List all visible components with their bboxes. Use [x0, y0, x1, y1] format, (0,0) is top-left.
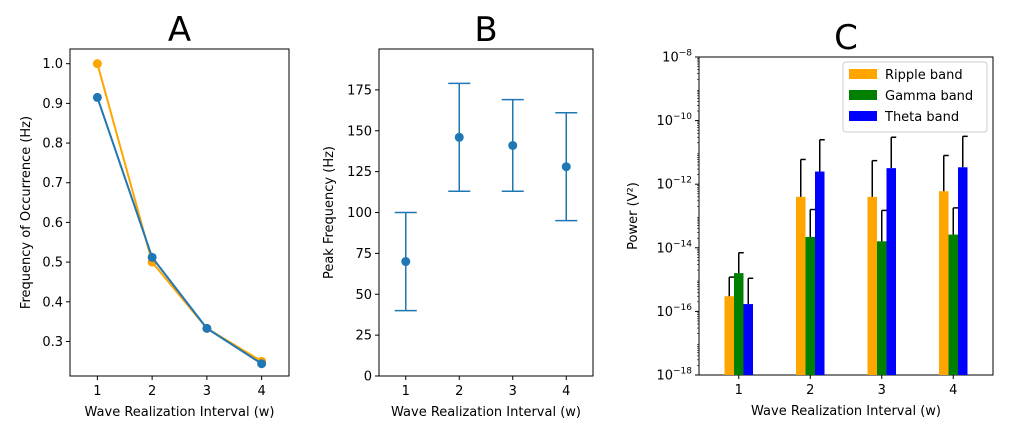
bar-gamma-band	[948, 234, 958, 375]
chart-2: C Wave Realization Interval (w) Power (V²)…	[626, 18, 994, 419]
series-line-0	[96, 63, 263, 363]
y-tick-label: 50	[355, 288, 372, 303]
y-tick-label: 10−12	[656, 176, 692, 193]
y-tick-label: 10−18	[656, 367, 692, 384]
series-line-1	[96, 97, 263, 365]
x-tick-label: 4	[949, 383, 957, 398]
y-tick-label: 100	[347, 206, 372, 221]
y-tick-label: 10−8	[662, 49, 692, 66]
bar-ripple-band	[939, 191, 949, 375]
y-tick-label: 1.0	[42, 57, 63, 72]
plot-frame	[69, 48, 290, 377]
chart-title: B	[474, 10, 497, 50]
plot-frame	[698, 56, 994, 376]
bar-theta-band	[958, 167, 968, 375]
y-tick-label: 0.3	[42, 335, 63, 350]
chart-1: B Wave Realization Interval (w) Peak Frequ…	[322, 10, 594, 420]
x-axis-label: Wave Realization Interval (w)	[391, 405, 581, 420]
x-tick-label: 4	[257, 384, 265, 399]
y-tick-label: 125	[347, 165, 372, 180]
bar-gamma-band	[805, 236, 815, 375]
data-point	[561, 162, 571, 172]
legend-swatch	[849, 111, 877, 121]
data-point	[147, 252, 157, 262]
x-tick-label: 2	[148, 384, 156, 399]
y-tick-label: 150	[347, 124, 372, 139]
legend-label: Gamma band	[885, 89, 973, 104]
bar-theta-band	[743, 304, 753, 375]
y-tick-label: 0.8	[42, 137, 63, 152]
legend-frame	[842, 61, 988, 133]
y-tick-label: 75	[355, 247, 372, 262]
data-point	[202, 323, 212, 333]
data-point	[508, 140, 518, 150]
chart-title: A	[168, 10, 191, 50]
legend: Ripple band Gamma band Theta band	[842, 61, 988, 133]
x-tick-label: 2	[806, 383, 814, 398]
x-tick-label: 4	[562, 384, 570, 399]
legend-swatch	[849, 69, 877, 79]
x-axis-label: Wave Realization Interval (w)	[751, 404, 941, 419]
y-tick-label: 0.7	[42, 176, 63, 191]
x-tick-label: 1	[735, 383, 743, 398]
legend-label: Theta band	[884, 110, 959, 125]
legend-label: Ripple band	[885, 68, 963, 83]
chart-0: A Wave Realization Interval (w) Frequency …	[19, 10, 290, 420]
x-axis-label: Wave Realization Interval (w)	[85, 405, 275, 420]
legend-swatch	[849, 90, 877, 100]
y-tick-label: 10−10	[656, 112, 692, 129]
x-tick-label: 3	[878, 383, 886, 398]
y-tick-label: 10−16	[656, 303, 692, 320]
bar-gamma-band	[877, 241, 887, 375]
chart-title: C	[834, 18, 858, 58]
y-tick-label: 0.5	[42, 256, 63, 271]
y-tick-label: 0.6	[42, 216, 63, 231]
y-tick-label: 0	[364, 370, 372, 385]
y-tick-label: 0.9	[42, 97, 63, 112]
y-tick-label: 175	[347, 83, 372, 98]
y-axis-label: Frequency of Occurrence (Hz)	[19, 116, 34, 309]
y-axis-label: Power (V²)	[626, 182, 641, 250]
y-tick-label: 10−14	[656, 239, 692, 256]
data-point	[92, 59, 102, 69]
bar-theta-band	[815, 171, 825, 375]
x-tick-label: 2	[455, 384, 463, 399]
bar-ripple-band	[867, 196, 877, 375]
x-tick-label: 3	[203, 384, 211, 399]
x-tick-label: 1	[93, 384, 101, 399]
data-point	[92, 92, 102, 102]
bar-ripple-band	[796, 196, 806, 375]
bar-ripple-band	[724, 296, 734, 375]
bar-gamma-band	[734, 273, 744, 375]
x-tick-label: 3	[509, 384, 517, 399]
y-axis-label: Peak Frequency (Hz)	[322, 146, 337, 279]
data-point	[401, 257, 411, 267]
y-tick-label: 0.4	[42, 295, 63, 310]
y-tick-label: 25	[355, 329, 372, 344]
data-point	[454, 132, 464, 142]
x-tick-label: 1	[402, 384, 410, 399]
bar-theta-band	[886, 168, 896, 375]
data-point	[257, 359, 267, 369]
